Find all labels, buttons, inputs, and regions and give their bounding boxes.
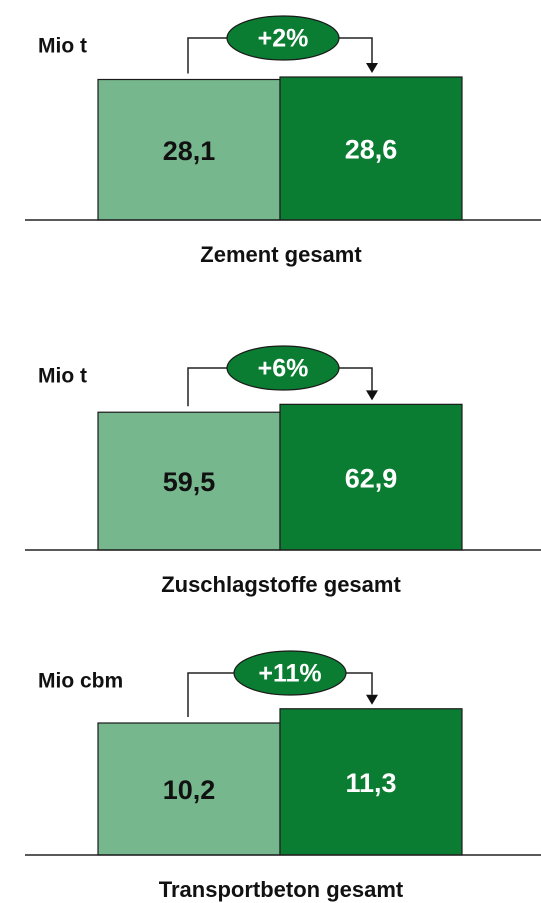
value-label: 28,1	[163, 136, 216, 166]
annotation: +6%	[258, 355, 309, 383]
arrow-head	[366, 390, 378, 401]
value-label: 59,5	[163, 467, 216, 497]
annotation-bubble	[226, 345, 340, 391]
arrow-head	[366, 694, 378, 705]
bar	[97, 411, 281, 551]
value-label: 62,9	[345, 463, 398, 493]
annotation-bubble	[233, 650, 347, 696]
annotation: +11%	[258, 660, 321, 688]
chart-title: Zuschlagstoffe gesamt	[161, 572, 401, 597]
y-label: Mio t	[38, 35, 87, 58]
value-label: 28,6	[345, 135, 398, 165]
y-label: Mio cbm	[38, 670, 123, 693]
bar	[97, 78, 281, 221]
arrow-head	[366, 63, 378, 73]
bar	[279, 76, 463, 221]
y-label: Mio t	[38, 365, 87, 388]
bar	[279, 708, 463, 856]
annotation: +2%	[258, 25, 309, 53]
value-label: 11,3	[345, 768, 396, 798]
chart-title: Zement gesamt	[200, 242, 362, 267]
annotation-bubble	[226, 15, 340, 61]
chart-title: Transportbeton gesamt	[159, 877, 404, 902]
bar	[279, 403, 463, 551]
bar	[97, 722, 281, 856]
value-label: 10,2	[163, 775, 216, 805]
